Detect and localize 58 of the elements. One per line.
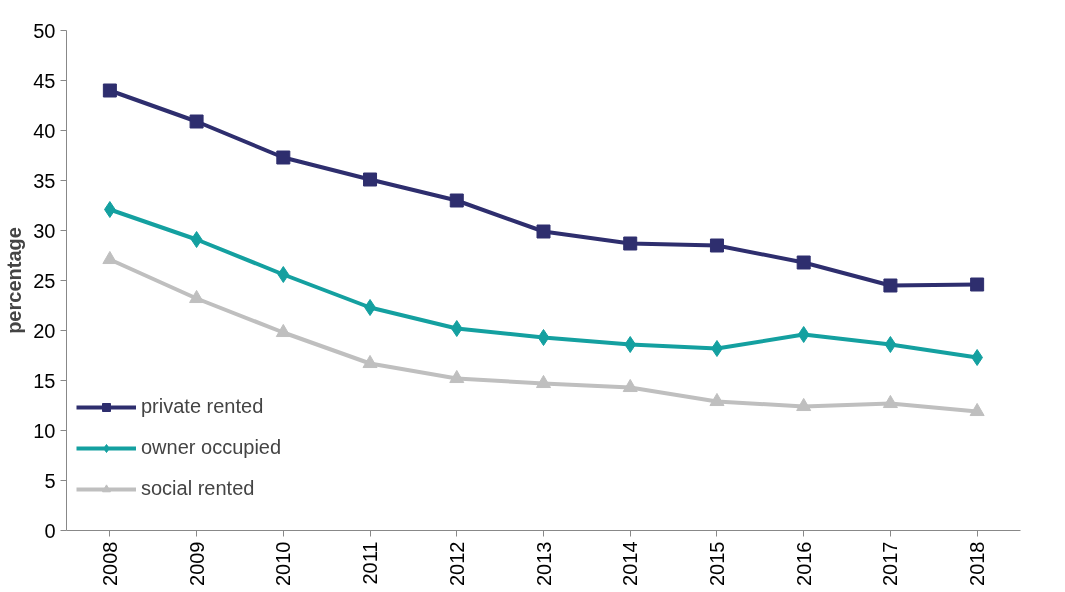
point — [623, 236, 638, 251]
point — [104, 201, 116, 218]
point — [190, 231, 203, 248]
y-tick-label: 35 — [33, 169, 56, 192]
x-tick-label: 2011 — [359, 541, 382, 585]
x-tick-label: 2012 — [445, 541, 468, 586]
point — [536, 374, 551, 389]
point — [711, 340, 723, 357]
point — [884, 336, 897, 353]
point — [971, 349, 983, 366]
point — [363, 172, 378, 187]
point — [276, 150, 291, 165]
point — [189, 114, 204, 129]
x-tick-label: 2009 — [185, 541, 208, 586]
point — [449, 193, 464, 208]
point — [189, 289, 205, 304]
point — [882, 394, 898, 409]
point — [364, 299, 376, 316]
point — [450, 320, 463, 337]
x-tick-label: 2017 — [879, 541, 902, 586]
point — [102, 83, 117, 98]
point — [709, 238, 724, 253]
point — [796, 397, 812, 412]
point — [709, 392, 725, 407]
y-tick-label: 5 — [44, 469, 56, 492]
y-tick-label: 0 — [44, 519, 56, 542]
legend-label: social rented — [141, 477, 255, 500]
point — [883, 278, 898, 293]
point — [969, 402, 985, 417]
point — [449, 369, 465, 384]
x-tick-label: 2015 — [705, 541, 728, 586]
legend-label: private rented — [141, 395, 264, 418]
y-tick-label: 45 — [33, 69, 56, 92]
point — [277, 266, 290, 283]
y-tick-label: 30 — [33, 219, 56, 242]
x-tick-label: 2008 — [98, 541, 121, 586]
point — [797, 326, 810, 343]
point — [536, 224, 551, 239]
point — [624, 336, 637, 353]
point — [970, 277, 985, 292]
x-tick-label: 2014 — [619, 541, 642, 586]
x-tick-label: 2010 — [272, 541, 295, 586]
point — [275, 323, 291, 338]
point — [796, 255, 811, 270]
y-tick-label: 20 — [33, 319, 56, 342]
y-tick-label: 10 — [33, 419, 56, 442]
point — [622, 378, 638, 393]
x-tick-label: 2016 — [792, 541, 815, 586]
x-tick-label: 2013 — [532, 541, 555, 586]
point — [537, 329, 550, 346]
y-tick-label: 15 — [33, 369, 56, 392]
y-tick-label: 25 — [33, 269, 56, 292]
point — [362, 354, 378, 369]
x-tick-label: 2018 — [966, 541, 989, 586]
y-tick-label: 40 — [33, 119, 56, 142]
y-axis-title: percentage — [3, 227, 26, 334]
y-tick-label: 50 — [33, 19, 56, 42]
legend-label: owner occupied — [141, 436, 282, 459]
